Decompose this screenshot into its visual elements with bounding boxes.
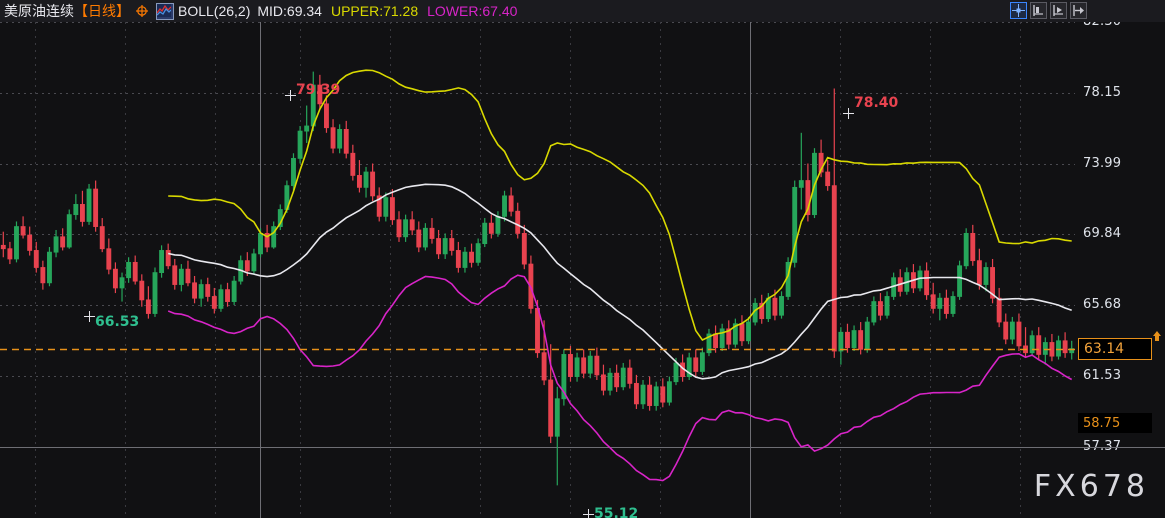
candlestick-svg [0,22,1075,518]
secondary-price-value: 58.75 [1083,415,1121,431]
period-label: 【日线】 [74,4,130,20]
price-arrow-marker [1151,329,1163,341]
align-left-tool-icon[interactable] [1030,2,1047,19]
indicator-chart-icon[interactable] [156,2,174,20]
low-marker-55-12: 55.12 [594,506,639,518]
price-chart-canvas[interactable]: 79.39 78.40 66.53 55.12 [0,22,1075,518]
current-price-value: 63.14 [1084,340,1125,357]
secondary-price-tag: 58.75 [1078,413,1152,434]
align-center-tool-icon[interactable] [1050,2,1067,19]
high-marker-79-39: 79.39 [296,82,341,98]
boll-mid-label: MID:69.34 [257,3,322,19]
boll-upper-label: UPPER:71.28 [330,3,419,19]
high-marker-78-40-crosshair [843,108,854,119]
low-marker-55-12-crosshair [583,509,594,518]
chart-header: 美原油连续 【日线】 BOLL(26,2) MID:69.34 UPPER:71… [0,0,1165,22]
high-marker-79-39-crosshair [285,90,296,101]
price-axis-label: 65.68 [1083,297,1122,313]
low-marker-66-53-crosshair [84,311,95,322]
align-right-tool-icon[interactable] [1070,2,1087,19]
price-axis-label: 78.15 [1083,84,1122,100]
axis-gridline [1075,447,1165,448]
high-marker-78-40: 78.40 [854,95,899,111]
boll-lower-label: LOWER:67.40 [427,3,518,19]
crosshair-globe-icon[interactable] [135,4,149,18]
price-axis[interactable]: 82.30 78.15 73.99 69.84 65.68 61.53 57.37 58.75… [1075,22,1165,518]
crosshair-tool-icon[interactable] [1010,2,1027,19]
price-axis-label: 82.30 [1083,22,1121,29]
price-axis-label: 69.84 [1083,226,1122,242]
indicator-name-label: BOLL(26,2) [178,3,251,19]
chart-toolbar [1010,2,1087,19]
price-axis-label: 61.53 [1083,368,1122,384]
watermark: FX678 [1033,469,1149,504]
price-axis-label: 57.37 [1083,439,1122,454]
symbol-label: 美原油连续 [4,4,74,20]
current-price-tag[interactable]: 63.14 [1078,337,1152,360]
price-axis-label: 73.99 [1083,155,1122,171]
low-marker-66-53: 66.53 [95,314,140,330]
